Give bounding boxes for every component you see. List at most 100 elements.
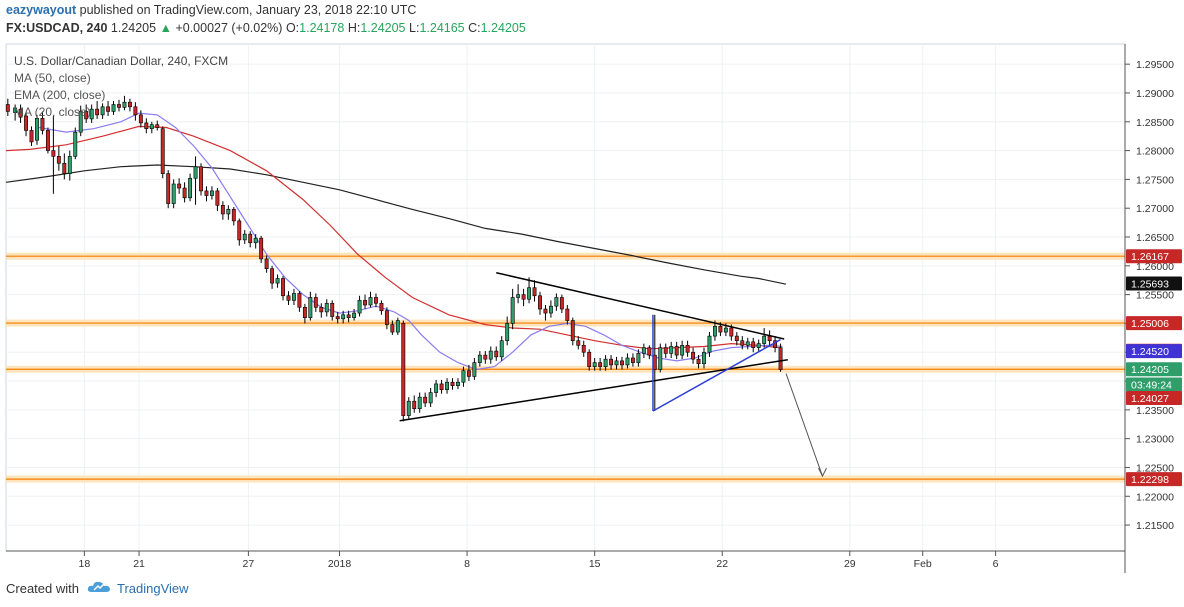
high-label: H: [347, 21, 361, 35]
candle-body [231, 209, 236, 222]
candle-body [144, 122, 149, 129]
candle-body [270, 268, 275, 284]
open-value: 1.24178 [299, 21, 345, 35]
candle-body [472, 362, 477, 377]
x-tick-label: Feb [914, 558, 932, 570]
candle-body [696, 358, 701, 365]
candle-body [406, 400, 411, 416]
y-tick-label: 1.28500 [1136, 117, 1174, 129]
projection-arrow [785, 373, 823, 477]
candle-body [477, 354, 482, 363]
candle-body [188, 177, 193, 199]
candle-body [412, 400, 417, 409]
candle-body [702, 351, 706, 365]
candle-body [669, 346, 674, 354]
price-chart[interactable]: U.S. Dollar/Canadian Dollar, 240, FXCM M… [0, 0, 1184, 575]
y-tick-label: 1.25500 [1136, 290, 1174, 302]
candle-body [84, 111, 89, 120]
author-name[interactable]: eazywayout [6, 3, 77, 17]
legend-ma20: MA (20, close) [14, 105, 91, 119]
price-change: +0.00027 (+0.02%) [175, 21, 283, 35]
candle-body [155, 124, 160, 128]
candle-body [13, 107, 18, 113]
legend-ema200: EMA (200, close) [14, 88, 105, 102]
candle-body [401, 323, 406, 416]
plot-frame [5, 43, 1126, 552]
candle-body [587, 351, 592, 367]
candle-body [609, 358, 614, 366]
candle-body [395, 320, 400, 333]
x-tick-label: 27 [243, 558, 255, 570]
candle-body [302, 306, 307, 318]
candle-body [494, 350, 499, 358]
price-tag [1126, 276, 1182, 291]
tradingview-link[interactable]: TradingView [116, 581, 189, 596]
y-tick-label: 1.22000 [1136, 491, 1174, 503]
candle-body [357, 300, 362, 314]
time-axis[interactable]: 18 21 27 2018 8 15 22 29 Feb 6 [79, 558, 999, 570]
candle-body [106, 106, 110, 112]
candle-body [576, 340, 581, 346]
candle-body [29, 130, 34, 143]
candle-body [691, 351, 696, 360]
candle-body [133, 106, 138, 116]
candle-body [466, 370, 471, 377]
y-tick-label: 1.22500 [1136, 462, 1174, 474]
price-tag [1126, 344, 1182, 359]
price-tag [1126, 391, 1182, 406]
candle-body [253, 237, 258, 244]
price-tag-label: 1.25006 [1131, 318, 1169, 330]
series-line-ema200 [5, 164, 787, 285]
candle-body [680, 345, 685, 356]
candle-body [78, 111, 83, 133]
candle-body [220, 205, 225, 215]
candle-body [193, 166, 198, 179]
candle-body [423, 396, 428, 404]
candle-body [543, 308, 548, 314]
candle-body [647, 347, 652, 356]
candle-body [630, 357, 635, 363]
candle-body [166, 173, 171, 204]
y-tick-label: 1.26500 [1136, 232, 1174, 244]
price-tag-label: 1.24027 [1131, 393, 1169, 405]
candle-body [483, 354, 488, 360]
candle-body [335, 316, 340, 320]
x-tick-label: 6 [993, 558, 999, 570]
published-text: published on TradingView.com, January 23… [79, 3, 417, 17]
candle-body [160, 128, 165, 174]
candle-body [297, 293, 302, 308]
candle-body [592, 362, 597, 367]
chart-legend: U.S. Dollar/Canadian Dollar, 240, FXCM M… [14, 54, 228, 119]
candle-body [439, 383, 444, 390]
price-tag-label: 1.26167 [1131, 251, 1169, 263]
price-axis[interactable]: 1.29500 1.29000 1.28500 1.28000 1.27500 1.270… [1126, 59, 1182, 532]
y-tick-label: 1.29500 [1136, 59, 1174, 71]
candle-body [598, 362, 603, 367]
candle-body [56, 156, 61, 164]
y-tick-label: 1.23500 [1136, 405, 1174, 417]
candle-body [275, 278, 280, 284]
candle-body [346, 314, 351, 318]
candle-body [264, 258, 269, 269]
candle-body [368, 297, 373, 306]
publish-info: eazywayout published on TradingView.com,… [6, 3, 416, 17]
low-value: 1.24165 [419, 21, 465, 35]
low-label: L: [409, 21, 420, 35]
candle-body [259, 237, 264, 260]
candle-body [581, 345, 586, 353]
tradingview-logo-icon [87, 580, 111, 597]
candle-body [242, 233, 247, 241]
candle-body [488, 350, 493, 360]
candle-body [718, 326, 723, 333]
x-tick-label: 18 [79, 558, 91, 570]
candle-body [111, 104, 116, 112]
candle-body [417, 396, 422, 409]
series-line-ma20 [38, 112, 783, 371]
candle-body [226, 209, 231, 215]
trendline [496, 271, 785, 340]
symbol-quote-line: FX:USDCAD, 240 1.24205 ▲ +0.00027 (+0.02… [6, 21, 526, 35]
candle-body [177, 183, 182, 189]
candle-body [445, 381, 449, 390]
candle-body [45, 130, 50, 151]
y-tick-label: 1.27000 [1136, 203, 1174, 215]
